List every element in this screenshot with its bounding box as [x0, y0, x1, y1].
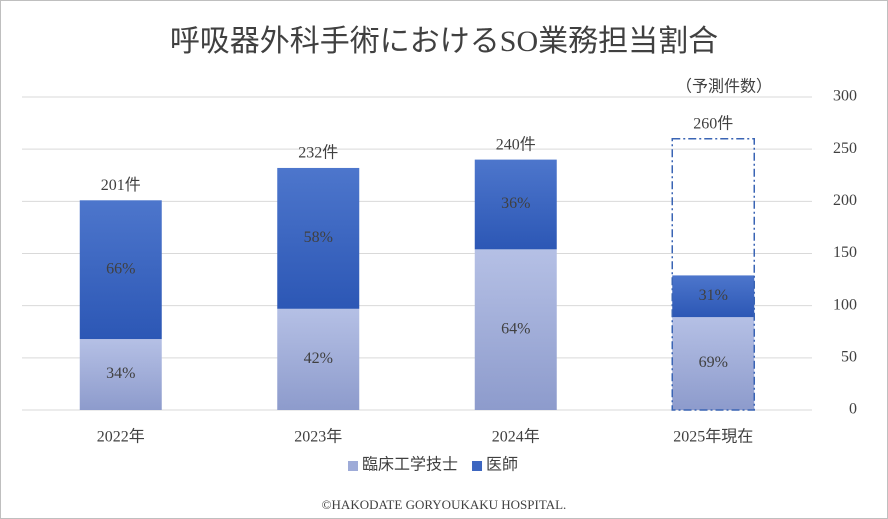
annotation: （予測件数） — [676, 78, 772, 96]
data-label: 66% — [106, 260, 135, 277]
bar-segment — [672, 275, 755, 318]
chart-title: 呼吸器外科手術におけるSO業務担当割合 — [170, 25, 718, 58]
x-tick-label: 2022年 — [97, 428, 145, 446]
y-tick-label: 100 — [833, 296, 857, 313]
total-label: 232件 — [298, 144, 338, 162]
data-label: 64% — [501, 320, 530, 337]
data-label: 69% — [699, 354, 728, 371]
data-label: 58% — [304, 229, 333, 246]
footer: ©HAKODATE GORYOUKAKU HOSPITAL. — [322, 497, 567, 512]
data-label: 34% — [106, 365, 135, 382]
y-tick-label: 250 — [833, 140, 857, 157]
y-tick-label: 50 — [841, 349, 857, 366]
total-label: 240件 — [496, 135, 536, 153]
data-label: 36% — [501, 195, 530, 212]
legend-swatch — [472, 461, 483, 471]
x-tick-label: 2024年 — [492, 428, 540, 446]
legend-swatch — [348, 461, 358, 471]
total-label: 201件 — [101, 176, 141, 194]
x-tick-label: 2025年現在 — [673, 428, 753, 446]
bar-segment — [474, 249, 557, 410]
data-label: 42% — [304, 350, 333, 367]
bar-segment — [672, 317, 755, 410]
bar-segment — [474, 159, 557, 250]
x-tick-label: 2023年 — [294, 428, 342, 446]
bar-segment — [277, 308, 360, 410]
y-tick-label: 150 — [833, 244, 857, 261]
y-tick-label: 0 — [849, 401, 857, 418]
legend-label: 臨床工学技士 — [362, 456, 458, 474]
data-label: 31% — [699, 287, 728, 304]
total-label: 260件 — [693, 114, 733, 132]
bar-segment — [277, 167, 360, 309]
bar-segment — [79, 339, 162, 410]
bar-segment — [79, 200, 162, 340]
legend-label: 医師 — [486, 456, 518, 474]
y-tick-label: 200 — [833, 192, 857, 209]
y-tick-label: 300 — [833, 88, 857, 105]
